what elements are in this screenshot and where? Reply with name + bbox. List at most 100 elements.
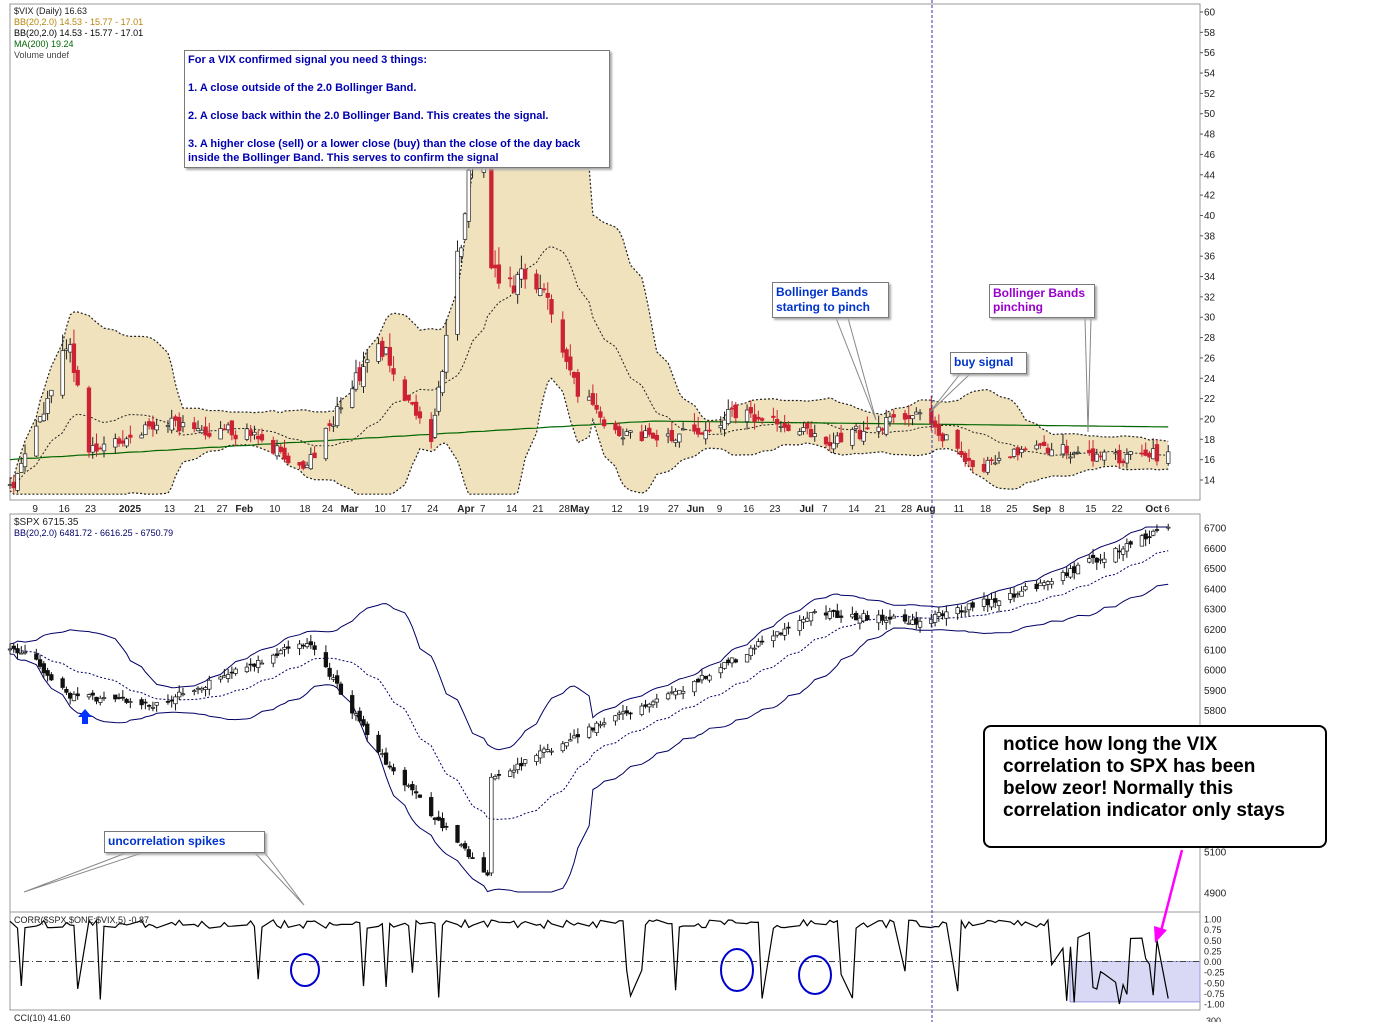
vix-candle (880, 428, 885, 431)
vix-candle (586, 396, 592, 401)
vix-candle (1041, 441, 1047, 446)
vix-candle (248, 429, 253, 436)
vix-candle (571, 372, 577, 378)
vix-x-tick-label: 13 (164, 504, 176, 515)
spx-candle (523, 759, 528, 764)
spx-candle (327, 667, 332, 677)
vix-x-tick-label: 27 (668, 504, 680, 515)
vix-candle (361, 366, 366, 388)
spx-candle (146, 704, 152, 707)
vix-candle (699, 432, 705, 435)
vix-candle (402, 379, 408, 401)
spx-candle (1128, 541, 1133, 545)
vix-candle (722, 419, 727, 430)
vix-y-tick-label: 40 (1204, 211, 1216, 222)
vix-candle (146, 421, 152, 427)
vix-candle (914, 411, 919, 415)
vix-candle (752, 414, 757, 423)
vix-candle (391, 368, 396, 375)
spx-candle (406, 785, 411, 787)
vix-x-tick-label: Sep (1033, 504, 1051, 515)
vix-candle (90, 445, 95, 453)
vix-candle (1075, 451, 1081, 454)
vix-candle (778, 425, 784, 428)
spx-candle (259, 662, 265, 665)
vix-candle (1034, 444, 1039, 450)
spx-candle (64, 689, 69, 693)
vix-candle (996, 457, 1002, 461)
spx-candle (244, 666, 250, 673)
spx-candle (75, 693, 80, 697)
vix-candle (1087, 449, 1092, 454)
spx-candle (225, 674, 231, 679)
vix-y-tick-label: 50 (1204, 109, 1216, 120)
vix-candle (1045, 447, 1051, 454)
vix-bb-lower-line (9, 377, 1169, 495)
vix-candle (703, 430, 708, 440)
spx-candle (248, 663, 253, 666)
spx-candle (838, 615, 844, 618)
vix-candle (1049, 449, 1054, 457)
spx-candle (335, 675, 340, 684)
vix-candle (917, 412, 923, 415)
vix-candle (128, 434, 133, 438)
vix-candle (327, 423, 332, 426)
vix-candle (887, 416, 893, 423)
vix-candle (884, 417, 889, 435)
vix-candle (432, 414, 438, 438)
vix-y-tick-label: 18 (1204, 435, 1216, 446)
spx-candle (1023, 586, 1028, 591)
vix-candle (549, 299, 554, 315)
spx-candle (733, 659, 738, 663)
vix-y-tick-label: 46 (1204, 150, 1216, 161)
spx-candle (981, 598, 987, 607)
spx-candle (1038, 582, 1043, 587)
spx-candle (1087, 558, 1092, 563)
spx-candle (748, 647, 753, 657)
spx-candle (7, 648, 13, 651)
vix-y-tick-label: 38 (1204, 231, 1216, 242)
spx-candle (853, 612, 859, 621)
vix-y-tick-label: 34 (1204, 272, 1216, 283)
spx-candle (932, 613, 938, 623)
vix-y-tick-label: 16 (1204, 455, 1216, 466)
spx-candle (778, 632, 784, 635)
spx-y-tick-label: 6500 (1204, 564, 1227, 575)
spx-candle (116, 697, 122, 699)
spx-candle (1143, 533, 1148, 540)
vix-x-tick-label: 16 (59, 504, 71, 515)
spx-candle (891, 615, 896, 619)
spx-y-tick-label: 6000 (1204, 666, 1227, 677)
spx-candle (301, 644, 306, 647)
vix-y-tick-label: 24 (1204, 374, 1216, 385)
vix-candle (1124, 454, 1130, 464)
vix-y-tick-label: 22 (1204, 394, 1216, 405)
vix-candle (1113, 452, 1118, 455)
spx-candle (703, 675, 708, 679)
spx-candle (1068, 568, 1073, 578)
spx-candle (150, 706, 156, 709)
vix-x-tick-label: 8 (1059, 504, 1065, 515)
spx-candle (380, 753, 385, 755)
vix-x-tick-label: 22 (1112, 504, 1124, 515)
spx-candle (545, 749, 550, 752)
spx-candle (602, 722, 607, 725)
corr-y-tick-label: -0.25 (1204, 968, 1225, 978)
vix-candle (1060, 444, 1066, 455)
spx-candle (195, 687, 201, 690)
spx-candle (338, 683, 344, 695)
spx-candle (805, 617, 810, 622)
vix-candle (350, 388, 355, 408)
vix-candle (876, 426, 881, 432)
vix-candle (564, 349, 569, 362)
vix-x-tick-label: 23 (85, 504, 97, 515)
vix-candle (1117, 449, 1122, 464)
corr-y-tick-label: -0.50 (1204, 978, 1225, 988)
spx-candle (996, 600, 1002, 606)
spx-candle (1124, 543, 1130, 552)
spx-candle (744, 654, 750, 663)
spx-candle (718, 667, 723, 674)
vix-legend-ma: MA(200) 19.24 (14, 39, 74, 49)
vix-candle (541, 288, 547, 291)
vix-candle (545, 292, 550, 298)
